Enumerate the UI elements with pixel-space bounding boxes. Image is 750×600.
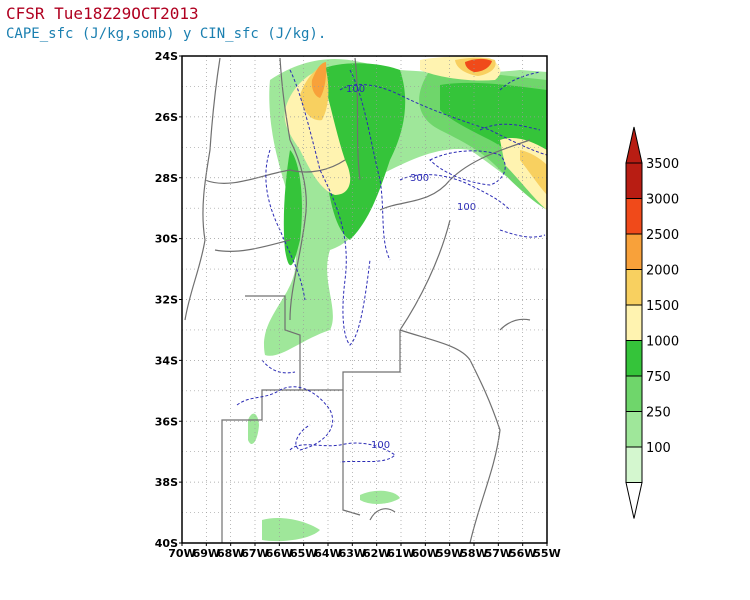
longitude-label: 59W — [436, 547, 463, 560]
colorbar-swatch — [625, 162, 643, 199]
latitude-label: 38S — [155, 476, 178, 489]
longitude-label: 67W — [241, 547, 268, 560]
longitude-label: 69W — [193, 547, 220, 560]
cin-contour-labels: 100 300 100 100 — [346, 84, 476, 451]
contour-label: 100 — [371, 440, 390, 451]
longitude-label: 57W — [485, 547, 512, 560]
contour-label: 100 — [457, 202, 476, 213]
colorbar-swatch — [625, 375, 643, 412]
map-title: CFSR Tue18Z29OCT2013 — [6, 4, 199, 23]
colorbar-swatch — [625, 340, 643, 377]
latitude-label: 36S — [155, 415, 178, 428]
contour-label: 300 — [410, 173, 429, 184]
longitude-label: 63W — [339, 547, 366, 560]
latitude-label: 32S — [155, 294, 178, 307]
colorbar-label: 3000 — [646, 193, 679, 208]
colorbar-top-arrow — [625, 126, 643, 164]
longitude-label: 65W — [290, 547, 317, 560]
colorbar-swatch — [625, 269, 643, 306]
colorbar-label: 100 — [646, 441, 671, 456]
latitude-label: 30S — [155, 233, 178, 246]
longitude-label: 64W — [314, 547, 341, 560]
longitude-label: 62W — [363, 547, 390, 560]
colorbar-label: 1000 — [646, 335, 679, 350]
latitude-label: 40S — [155, 537, 178, 550]
latitude-label: 34S — [155, 354, 178, 367]
cin-contour-layer — [236, 69, 547, 463]
colorbar-swatch — [625, 233, 643, 270]
longitude-label: 58W — [460, 547, 487, 560]
colorbar-bottom-arrow — [625, 482, 643, 519]
latitude-label: 28S — [155, 172, 178, 185]
longitude-label: 60W — [412, 547, 439, 560]
colorbar: 3500 3000 2500 2000 1500 1000 750 250 100 — [625, 126, 679, 519]
map-subtitle: CAPE_sfc (J/kg,somb) y CIN_sfc (J/kg). — [6, 26, 327, 42]
latitude-axis: 24S 26S 28S 30S 32S 34S 36S 38S 40S — [155, 50, 182, 550]
longitude-label: 56W — [509, 547, 536, 560]
longitude-label: 66W — [266, 547, 293, 560]
longitude-label: 70W — [168, 547, 195, 560]
colorbar-label: 3500 — [646, 157, 679, 172]
colorbar-swatch — [625, 198, 643, 235]
latitude-label: 24S — [155, 50, 178, 63]
colorbar-label: 2000 — [646, 264, 679, 279]
colorbar-label: 2500 — [646, 228, 679, 243]
colorbar-swatch — [625, 411, 643, 448]
longitude-label: 61W — [387, 547, 414, 560]
longitude-label: 55W — [533, 547, 560, 560]
colorbar-swatch — [625, 446, 643, 483]
longitude-axis: 70W69W68W67W66W65W64W63W62W61W60W59W58W5… — [168, 543, 561, 560]
contour-label: 100 — [346, 84, 365, 95]
colorbar-label: 250 — [646, 406, 671, 421]
latitude-label: 26S — [155, 111, 178, 124]
longitude-label: 68W — [217, 547, 244, 560]
colorbar-swatch — [625, 304, 643, 341]
cape-fill-layer — [248, 56, 547, 542]
colorbar-label: 750 — [646, 370, 671, 385]
colorbar-label: 1500 — [646, 299, 679, 314]
